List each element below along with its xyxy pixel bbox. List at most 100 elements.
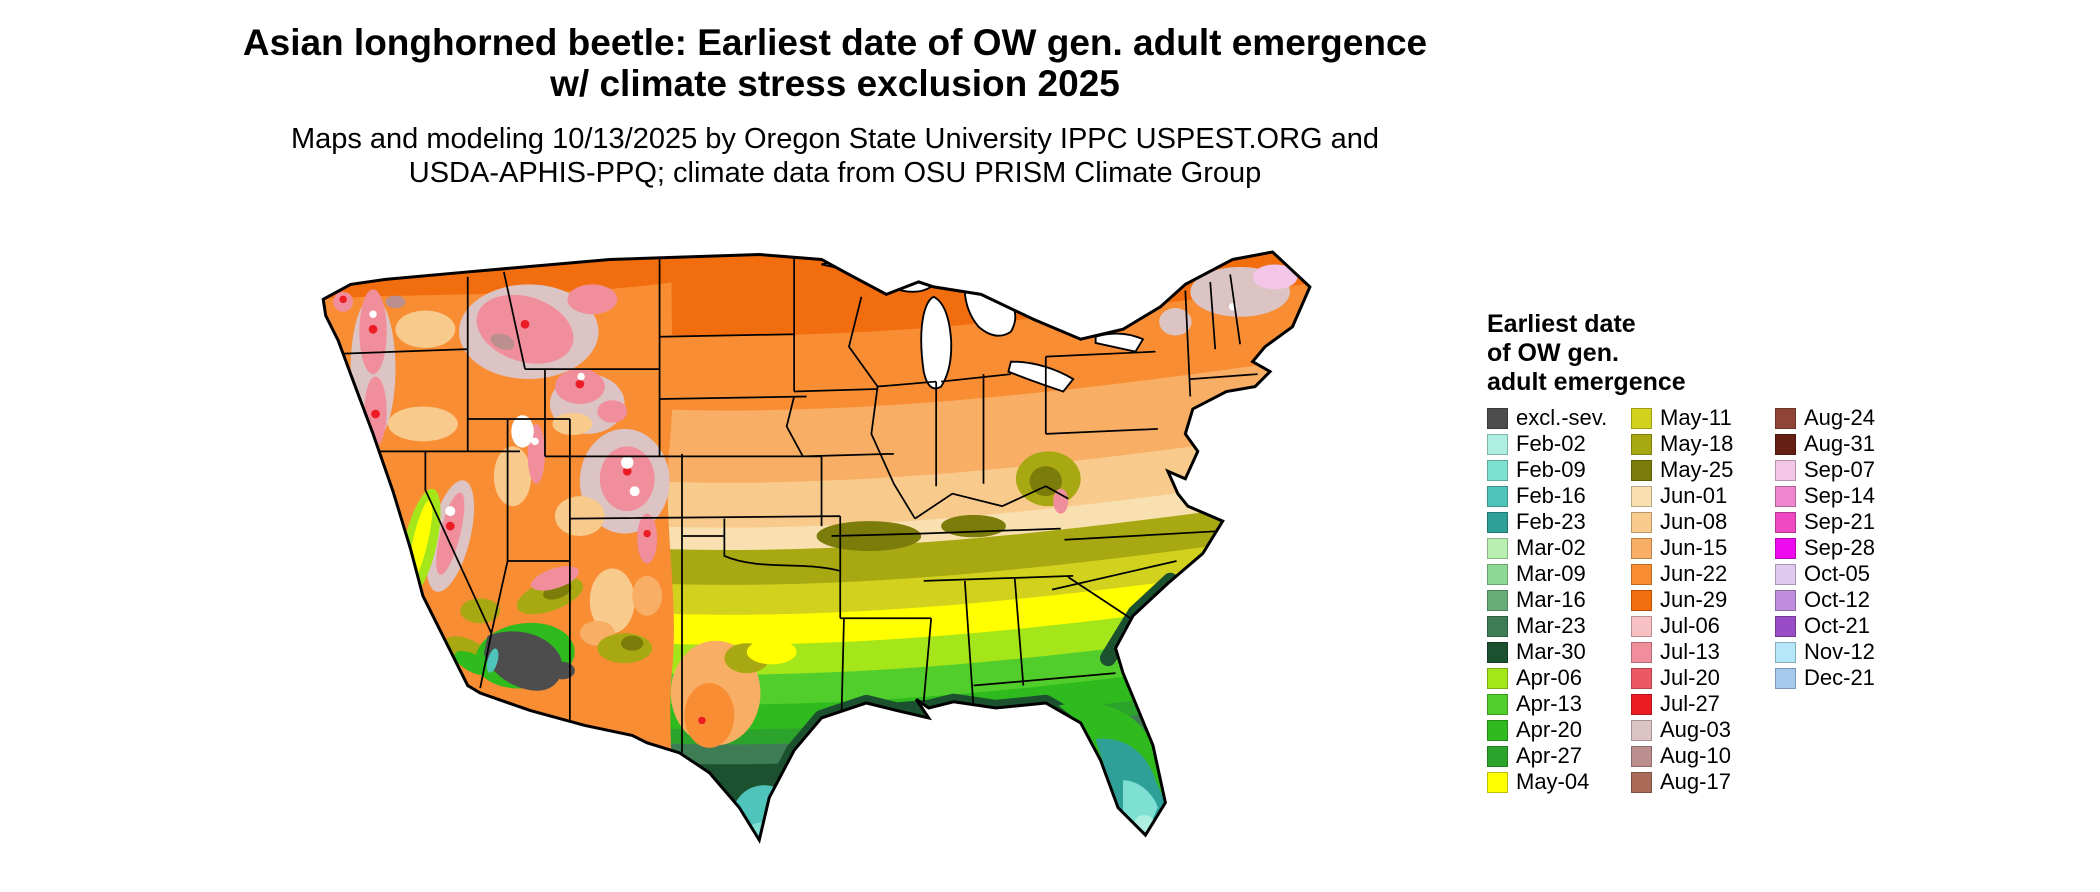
lake-ontario <box>1094 332 1145 353</box>
legend-date-label: Sep-14 <box>1804 483 1875 508</box>
legend-row: excl.-sev. <box>1487 405 1631 431</box>
legend-date-label: Aug-31 <box>1804 431 1875 456</box>
legend-row: May-11 <box>1631 405 1775 431</box>
legend-date-label: Jul-13 <box>1660 639 1720 664</box>
legend-date-label: May-18 <box>1660 431 1734 456</box>
legend-date-label: Jul-06 <box>1660 613 1720 638</box>
lake-michigan <box>920 295 953 390</box>
legend-row: Oct-21 <box>1775 613 1919 639</box>
legend-row: Jun-15 <box>1631 535 1775 561</box>
legend-date-label: May-11 <box>1660 405 1732 430</box>
legend-color-swatch <box>1631 407 1652 429</box>
us-map-svg <box>321 250 1312 842</box>
legend-date-label: Feb-02 <box>1516 431 1586 456</box>
legend-row: Apr-27 <box>1487 743 1631 769</box>
legend-color-swatch <box>1631 641 1652 663</box>
legend-columns: excl.-sev. Feb-02 Feb-09 Feb-16 <box>1487 405 2087 795</box>
legend-date-label: Apr-20 <box>1516 717 1583 742</box>
legend-date-label: Apr-06 <box>1516 665 1583 690</box>
legend-row: Feb-09 <box>1487 457 1631 483</box>
legend-color-swatch <box>1487 745 1508 767</box>
legend-date-label: Sep-21 <box>1804 509 1875 534</box>
patches-jun-22 <box>684 683 735 748</box>
legend-date-label: Dec-21 <box>1804 665 1875 690</box>
legend-date-label: Aug-03 <box>1660 717 1731 742</box>
legend-row: Aug-17 <box>1631 769 1775 795</box>
legend-color-swatch <box>1631 485 1652 507</box>
legend-color-swatch <box>1631 537 1652 559</box>
legend-date-label: Mar-09 <box>1516 561 1586 586</box>
legend-color-swatch <box>1487 641 1508 663</box>
map-fill-layers <box>323 252 1310 841</box>
legend-date-label: May-25 <box>1660 457 1734 482</box>
legend-date-label: Mar-02 <box>1516 535 1586 560</box>
legend-title-line-1: Earliest date <box>1487 310 1636 338</box>
legend-color-swatch <box>1487 693 1508 715</box>
legend-row: Sep-07 <box>1775 457 1919 483</box>
legend-color-swatch <box>1487 667 1508 689</box>
legend-date-label: Apr-13 <box>1516 691 1583 716</box>
legend-color-swatch <box>1487 537 1508 559</box>
patches-white-excluded <box>369 303 1237 517</box>
legend-date-label: Mar-23 <box>1516 613 1586 638</box>
legend-color-swatch <box>1487 771 1508 793</box>
legend-row: Jul-06 <box>1631 613 1775 639</box>
legend-row: Apr-13 <box>1487 691 1631 717</box>
legend-row: Jun-22 <box>1631 561 1775 587</box>
legend-row: Jun-08 <box>1631 509 1775 535</box>
legend-date-label: Oct-21 <box>1804 613 1871 638</box>
legend-date-label: Aug-10 <box>1660 743 1731 768</box>
legend-color-swatch <box>1631 719 1652 741</box>
legend-row: Apr-06 <box>1487 665 1631 691</box>
legend-date-label: Feb-16 <box>1516 483 1586 508</box>
legend-color-swatch <box>1775 615 1796 637</box>
legend-date-label: Aug-24 <box>1804 405 1875 430</box>
legend-color-swatch <box>1487 459 1508 481</box>
attribution: Maps and modeling 10/13/2025 by Oregon S… <box>0 122 1670 190</box>
page-title-line-2: w/ climate stress exclusion 2025 <box>550 63 1120 104</box>
legend-column-2: May-11 May-18 May-25 Jun-01 <box>1631 405 1775 795</box>
legend-date-label: Mar-30 <box>1516 639 1586 664</box>
legend-row: Nov-12 <box>1775 639 1919 665</box>
legend-color-swatch <box>1631 745 1652 767</box>
patches-apr-13-brightgreen <box>375 533 401 613</box>
legend-color-swatch <box>1631 589 1652 611</box>
legend-date-label: Nov-12 <box>1804 639 1875 664</box>
legend-date-label: Jun-29 <box>1660 587 1728 612</box>
page-title-line-1: Asian longhorned beetle: Earliest date o… <box>242 22 1428 63</box>
legend-color-swatch <box>1487 433 1508 455</box>
legend-color-swatch <box>1775 641 1796 663</box>
legend-row: Sep-28 <box>1775 535 1919 561</box>
legend-row: Sep-14 <box>1775 483 1919 509</box>
legend: Earliest date of OW gen. adult emergence… <box>1487 310 2087 795</box>
state-borders <box>329 256 1258 753</box>
legend-row: Mar-09 <box>1487 561 1631 587</box>
legend-date-label: Sep-28 <box>1804 535 1875 560</box>
legend-row: Apr-20 <box>1487 717 1631 743</box>
legend-row: Jun-01 <box>1631 483 1775 509</box>
legend-date-label: Feb-09 <box>1516 457 1586 482</box>
legend-color-swatch <box>1631 615 1652 637</box>
legend-row: Oct-12 <box>1775 587 1919 613</box>
legend-color-swatch <box>1775 667 1796 689</box>
legend-date-label: Jun-08 <box>1660 509 1728 534</box>
legend-date-label: Jun-01 <box>1660 483 1728 508</box>
legend-row: Aug-10 <box>1631 743 1775 769</box>
legend-date-label: Mar-16 <box>1516 587 1586 612</box>
legend-color-swatch <box>1487 511 1508 533</box>
lake-erie <box>1007 360 1075 393</box>
legend-date-label: Oct-05 <box>1804 561 1871 586</box>
map-header: Asian longhorned beetle: Earliest date o… <box>0 22 1670 190</box>
legend-row: Sep-21 <box>1775 509 1919 535</box>
legend-row: Mar-16 <box>1487 587 1631 613</box>
legend-color-swatch <box>1775 407 1796 429</box>
legend-row: Feb-23 <box>1487 509 1631 535</box>
patches-feb-09-turquoise <box>745 780 1158 841</box>
legend-color-swatch <box>1775 589 1796 611</box>
legend-color-swatch <box>1487 407 1508 429</box>
attribution-line-1: Maps and modeling 10/13/2025 by Oregon S… <box>290 123 1380 155</box>
legend-row: Aug-03 <box>1631 717 1775 743</box>
patches-sep-07-palepink <box>1252 264 1298 290</box>
legend-color-swatch <box>1631 693 1652 715</box>
